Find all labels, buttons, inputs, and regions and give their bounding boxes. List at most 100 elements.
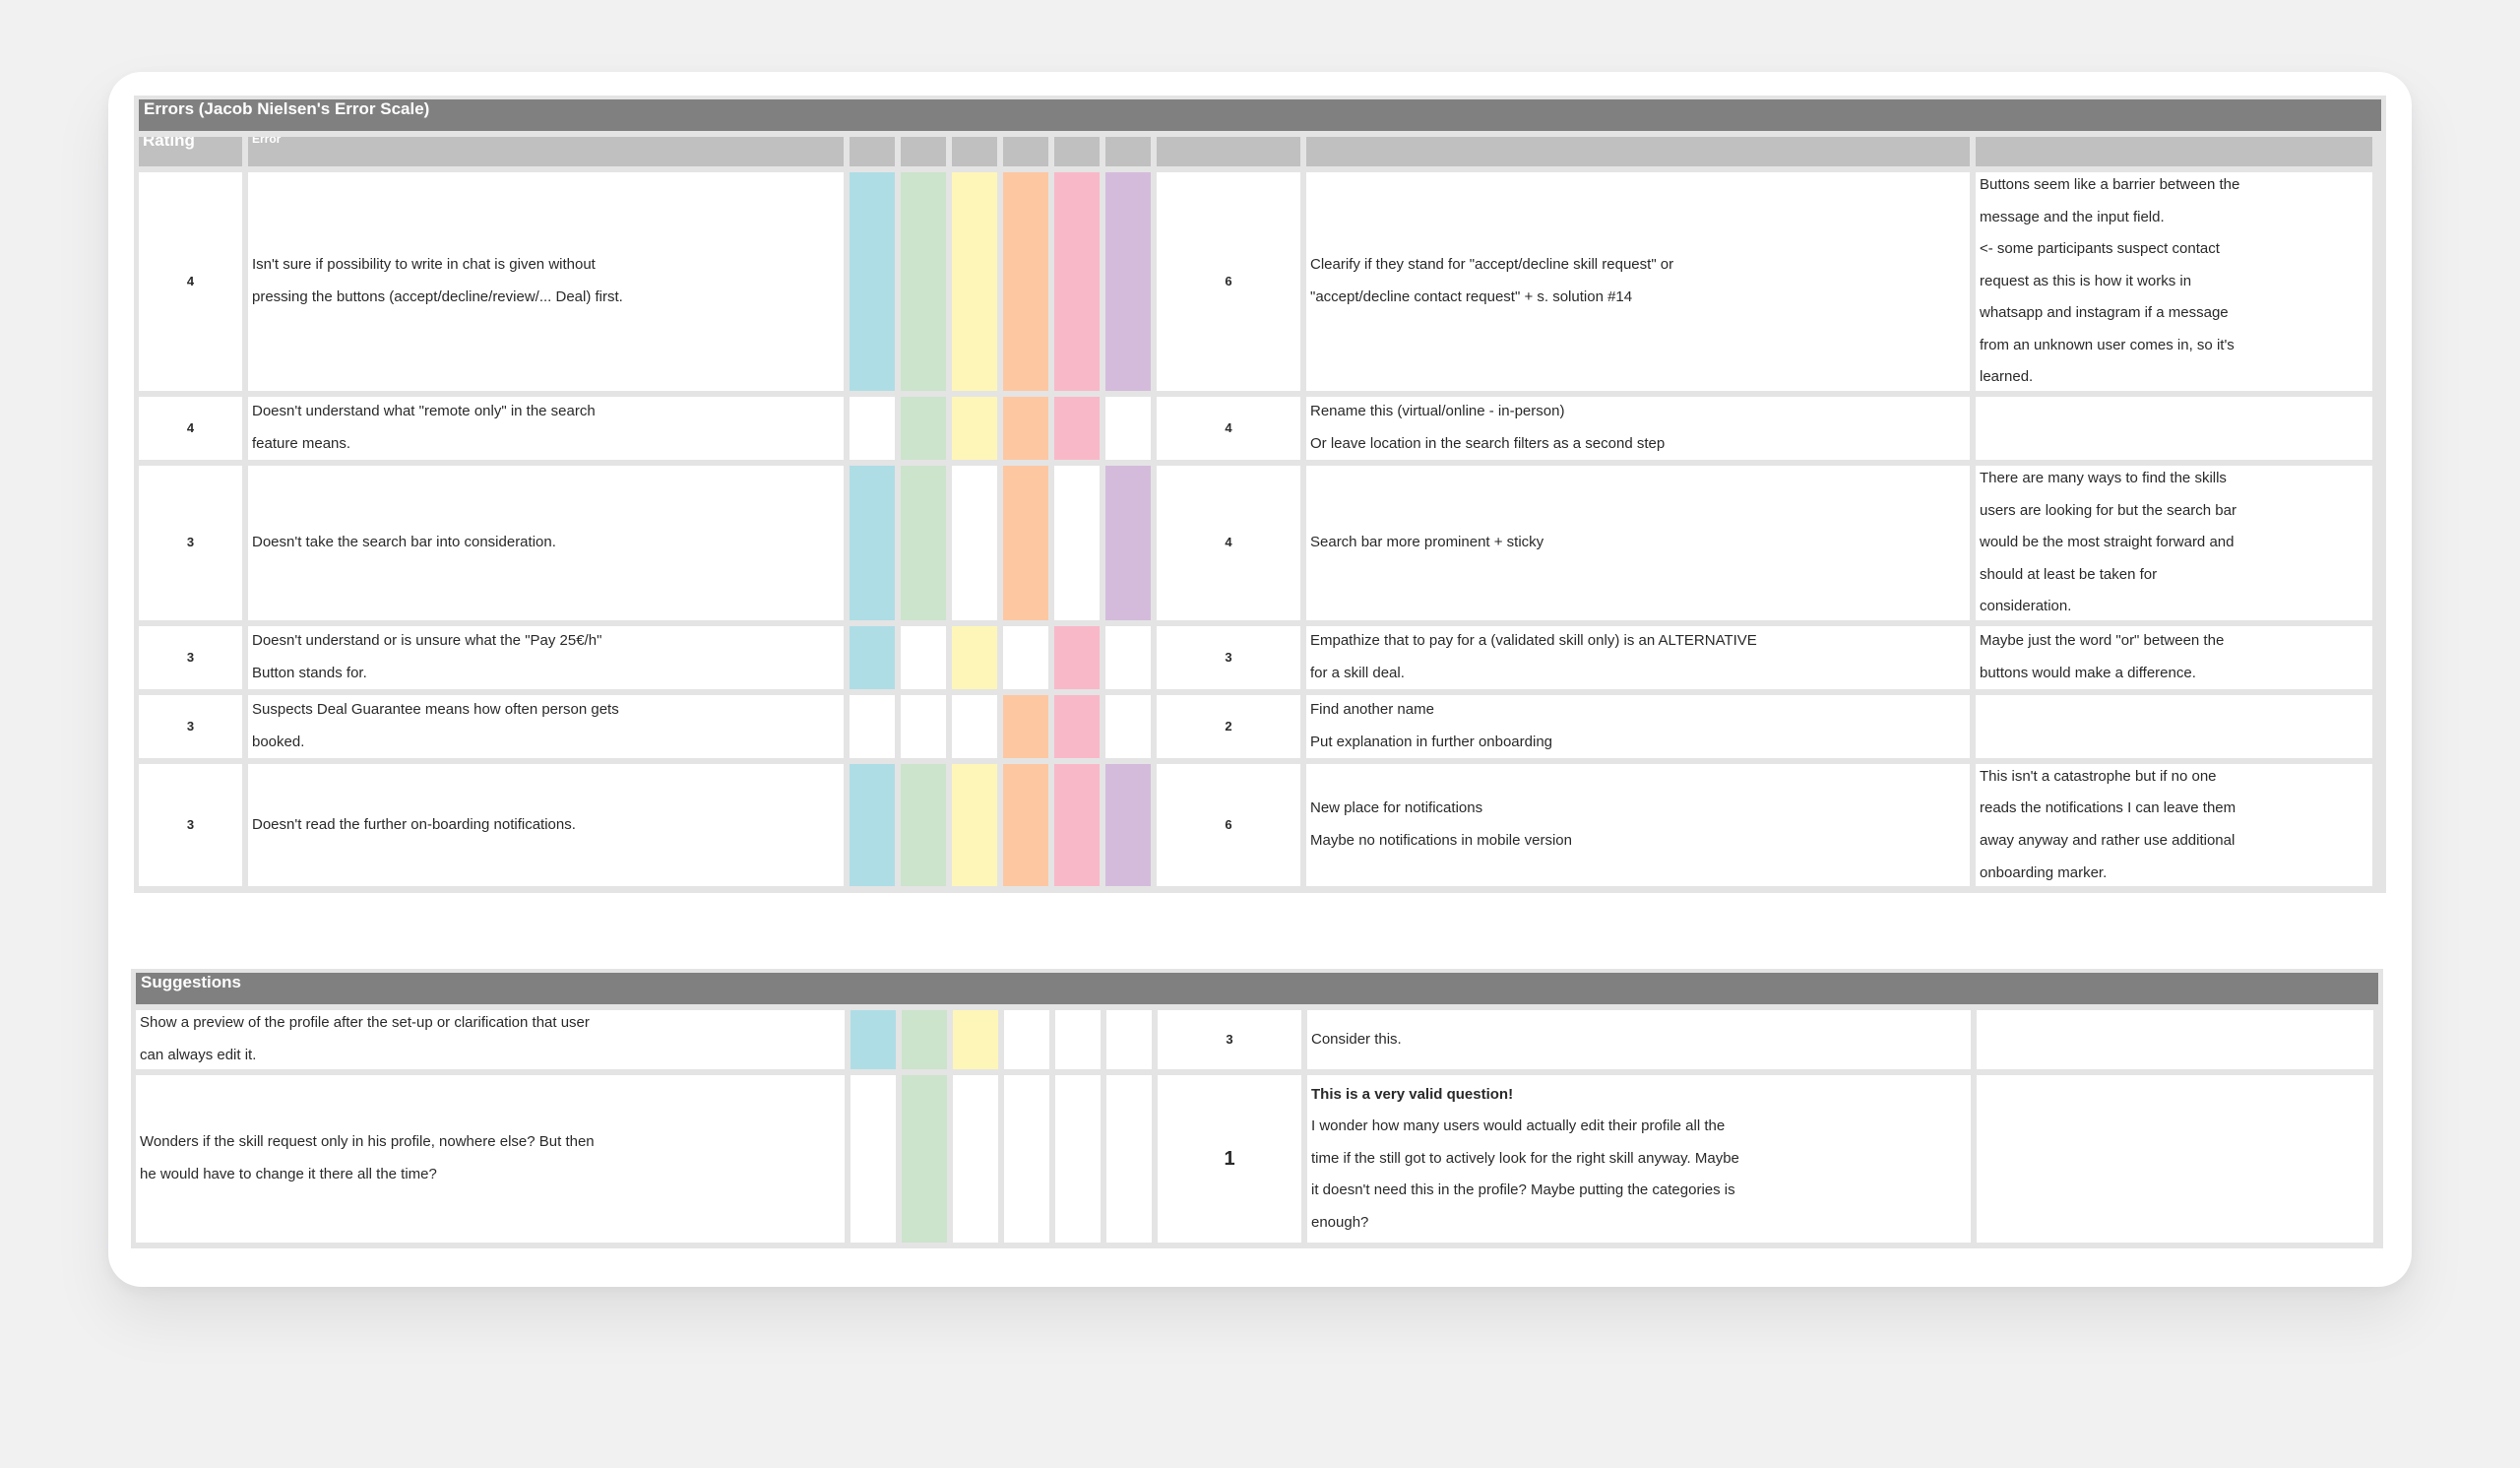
participant-swatch: [953, 1075, 998, 1243]
text-line: Buttons seem like a barrier between the: [1980, 175, 2240, 193]
errors-section-title: Errors (Jacob Nielsen's Error Scale): [139, 99, 2381, 131]
header-participant-5: [1054, 137, 1100, 166]
count-cell: 2: [1157, 695, 1300, 758]
participant-swatch: [1003, 764, 1048, 886]
participant-swatch: [1054, 695, 1100, 758]
participant-swatch: [1105, 466, 1151, 620]
text-line: Rename this (virtual/online - in-person): [1310, 403, 1565, 420]
error-cell: Doesn't take the search bar into conside…: [248, 466, 844, 620]
text-line: Empathize that to pay for a (validated s…: [1310, 632, 1757, 650]
solution-cell: Clearify if they stand for "accept/decli…: [1306, 172, 1970, 391]
participant-swatch: [953, 1010, 998, 1069]
participant-swatch: [850, 397, 895, 460]
text-line: pressing the buttons (accept/decline/rev…: [252, 288, 623, 305]
comment-cell: [1976, 397, 2372, 460]
comment-cell: There are many ways to find the skills us…: [1976, 466, 2372, 620]
participant-swatch: [1004, 1010, 1049, 1069]
text-line: request as this is how it works in: [1980, 272, 2192, 289]
text-line: feature means.: [252, 435, 351, 452]
count-cell: 6: [1157, 172, 1300, 391]
solution-cell: Rename this (virtual/online - in-person)…: [1306, 397, 1970, 460]
text-line: Or leave location in the search filters …: [1310, 435, 1666, 452]
comment-cell: [1976, 695, 2372, 758]
header-participant-4: [1003, 137, 1048, 166]
participant-swatch: [1003, 695, 1048, 758]
rating-cell: 4: [139, 397, 242, 460]
participant-swatch: [952, 626, 997, 689]
participant-swatch: [1054, 626, 1100, 689]
count-cell: 3: [1157, 626, 1300, 689]
text-line: reads the notifications I can leave them: [1980, 799, 2236, 817]
rating-cell: 4: [139, 172, 242, 391]
suggestions-section-title: Suggestions: [136, 973, 2378, 1004]
text-line: from an unknown user comes in, so it's: [1980, 336, 2235, 353]
participant-swatch: [1054, 172, 1100, 391]
header-count: [1157, 137, 1300, 166]
participant-swatch: [1106, 1010, 1152, 1069]
participant-swatch: [1054, 764, 1100, 886]
text-line: I wonder how many users would actually e…: [1311, 1117, 1726, 1135]
participant-swatch: [901, 466, 946, 620]
header-rating: Rating: [139, 137, 242, 166]
error-cell: Suspects Deal Guarantee means how often …: [248, 695, 844, 758]
comment-cell: [1977, 1010, 2373, 1069]
rating-cell: 3: [139, 626, 242, 689]
text-line: enough?: [1311, 1213, 1369, 1231]
participant-swatch: [850, 764, 895, 886]
participant-swatch: [1105, 764, 1151, 886]
error-cell: Isn't sure if possibility to write in ch…: [248, 172, 844, 391]
comment-cell: Buttons seem like a barrier between the m…: [1976, 172, 2372, 391]
text-line: Doesn't understand or is unsure what the…: [252, 632, 602, 650]
text-line: This isn't a catastrophe but if no one: [1980, 767, 2217, 785]
solution-cell: Find another name Put explanation in furt…: [1306, 695, 1970, 758]
text-line: Maybe just the word "or" between the: [1980, 632, 2225, 650]
response-cell: This is a very valid question! I wonder h…: [1307, 1075, 1971, 1243]
rating-cell: 3: [139, 764, 242, 886]
participant-swatch: [901, 764, 946, 886]
participant-swatch: [901, 397, 946, 460]
error-cell: Doesn't understand what "remote only" in…: [248, 397, 844, 460]
header-error: Error: [248, 137, 844, 166]
solution-cell: Empathize that to pay for a (validated s…: [1306, 626, 1970, 689]
text-line: booked.: [252, 734, 305, 750]
solution-cell: New place for notifications Maybe no noti…: [1306, 764, 1970, 886]
text-line: onboarding marker.: [1980, 863, 2108, 881]
text-line: Button stands for.: [252, 665, 367, 681]
participant-swatch: [1054, 397, 1100, 460]
participant-swatch: [850, 1010, 896, 1069]
rating-cell: 3: [139, 466, 242, 620]
comment-cell: Maybe just the word "or" between the butt…: [1976, 626, 2372, 689]
text-line: Clearify if they stand for "accept/decli…: [1310, 256, 1674, 274]
suggestion-cell: Show a preview of the profile after the …: [136, 1010, 845, 1069]
participant-swatch: [1003, 172, 1048, 391]
comment-cell: [1977, 1075, 2373, 1243]
response-cell: Consider this.: [1307, 1010, 1971, 1069]
participant-swatch: [1105, 172, 1151, 391]
text-line: time if the still got to actively look f…: [1311, 1149, 1739, 1167]
participant-swatch: [1105, 397, 1151, 460]
participant-swatch: [952, 397, 997, 460]
participant-swatch: [901, 626, 946, 689]
text-line: Find another name: [1310, 701, 1434, 719]
header-participant-1: [850, 137, 895, 166]
text-line: buttons would make a difference.: [1980, 665, 2196, 681]
participant-swatch: [952, 466, 997, 620]
participant-swatch: [1055, 1075, 1101, 1243]
participant-swatch: [850, 466, 895, 620]
header-participant-2: [901, 137, 946, 166]
text-line: it doesn't need this in the profile? May…: [1311, 1181, 1735, 1199]
header-participant-6: [1105, 137, 1151, 166]
text-line: he would have to change it there all the…: [140, 1166, 437, 1182]
participant-swatch: [850, 1075, 896, 1243]
text-line: can always edit it.: [140, 1047, 257, 1063]
participant-swatch: [901, 172, 946, 391]
text-line: There are many ways to find the skills: [1980, 470, 2227, 487]
participant-swatch: [1106, 1075, 1152, 1243]
text-line: Search bar more prominent + sticky: [1310, 534, 1544, 551]
rating-cell: 3: [139, 695, 242, 758]
text-line: consideration.: [1980, 598, 2072, 615]
error-cell: Doesn't understand or is unsure what the…: [248, 626, 844, 689]
participant-swatch: [1004, 1075, 1049, 1243]
text-line: away anyway and rather use additional: [1980, 832, 2236, 849]
participant-swatch: [952, 695, 997, 758]
